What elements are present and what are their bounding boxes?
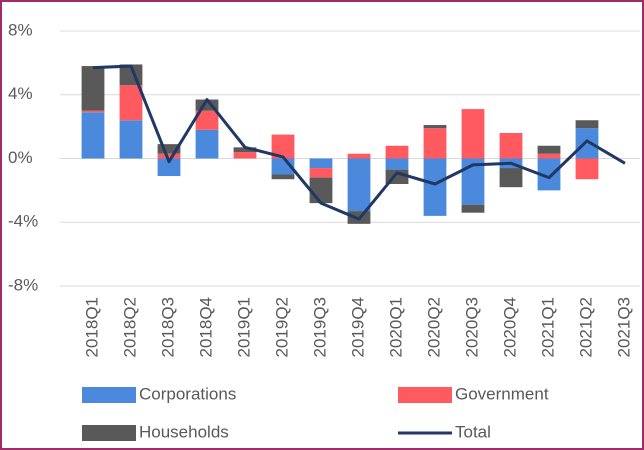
bar bbox=[157, 158, 181, 177]
bar bbox=[385, 145, 409, 159]
bar bbox=[575, 158, 599, 180]
x-tick-label: 2021Q1 bbox=[538, 297, 557, 358]
bar bbox=[537, 145, 561, 154]
legend-swatch bbox=[82, 425, 136, 441]
bar bbox=[233, 152, 257, 159]
y-tick-label: -8% bbox=[8, 275, 38, 294]
bar bbox=[119, 85, 143, 121]
bar bbox=[575, 128, 599, 159]
bar bbox=[81, 110, 105, 113]
bar bbox=[195, 99, 219, 111]
bar bbox=[157, 144, 181, 154]
x-tick-label: 2021Q2 bbox=[576, 297, 595, 358]
bar bbox=[423, 158, 447, 216]
x-tick-label: 2021Q3 bbox=[614, 297, 633, 358]
bar bbox=[157, 153, 181, 159]
bar bbox=[309, 168, 333, 178]
bar bbox=[575, 120, 599, 129]
bar bbox=[499, 168, 523, 188]
bar bbox=[347, 158, 371, 212]
x-tick-label: 2019Q1 bbox=[234, 297, 253, 358]
bar bbox=[461, 109, 485, 159]
bar bbox=[309, 158, 333, 169]
y-tick-label: -4% bbox=[8, 212, 38, 231]
legend-label: Government bbox=[455, 384, 549, 403]
legend-label: Total bbox=[455, 422, 491, 441]
bar bbox=[271, 174, 295, 180]
bar bbox=[347, 153, 371, 159]
y-tick-label: 8% bbox=[8, 20, 33, 39]
y-tick-label: 4% bbox=[8, 84, 33, 103]
x-tick-label: 2019Q3 bbox=[310, 297, 329, 358]
legend-swatch bbox=[398, 387, 452, 403]
bar bbox=[461, 158, 485, 205]
x-tick-label: 2019Q4 bbox=[348, 297, 367, 358]
legend-swatch bbox=[82, 387, 136, 403]
bar bbox=[537, 153, 561, 159]
bar bbox=[195, 110, 219, 130]
bar bbox=[119, 120, 143, 159]
bar bbox=[195, 129, 219, 159]
x-tick-label: 2018Q2 bbox=[120, 297, 139, 358]
bar bbox=[385, 158, 409, 170]
bar bbox=[309, 177, 333, 204]
x-tick-label: 2019Q2 bbox=[272, 297, 291, 358]
bar bbox=[81, 66, 105, 111]
x-tick-label: 2018Q1 bbox=[82, 297, 101, 358]
bar bbox=[271, 134, 295, 159]
y-tick-label: 0% bbox=[8, 148, 33, 167]
bar bbox=[423, 125, 447, 129]
bar bbox=[537, 158, 561, 191]
line bbox=[92, 64, 626, 221]
x-tick-label: 2018Q4 bbox=[196, 297, 215, 358]
bar bbox=[423, 128, 447, 159]
x-tick-label: 2020Q2 bbox=[424, 297, 443, 358]
x-tick-label: 2020Q4 bbox=[500, 297, 519, 358]
x-tick-label: 2018Q3 bbox=[158, 297, 177, 358]
legend-label: Households bbox=[139, 422, 229, 441]
x-tick-label: 2020Q1 bbox=[386, 297, 405, 358]
x-tick-label: 2020Q3 bbox=[462, 297, 481, 358]
bar bbox=[233, 147, 257, 153]
bar bbox=[81, 112, 105, 159]
bar bbox=[461, 204, 485, 213]
bar bbox=[499, 133, 523, 159]
legend-label: Corporations bbox=[139, 384, 236, 403]
